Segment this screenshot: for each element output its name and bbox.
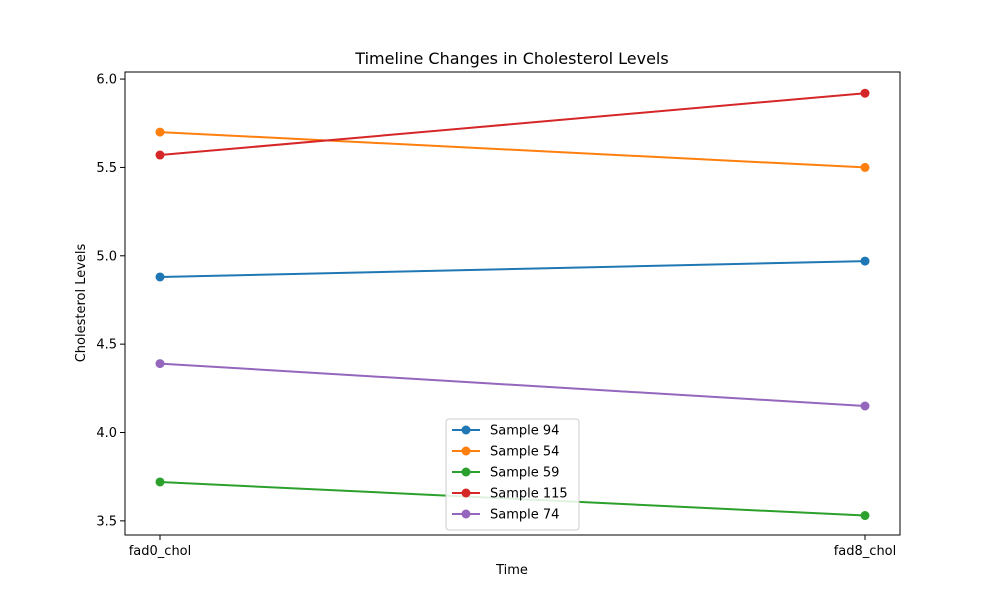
- y-tick-label: 6.0: [96, 73, 117, 88]
- legend-label: Sample 54: [490, 445, 559, 460]
- data-point: [860, 162, 870, 172]
- x-tick-label: fad8_chol: [834, 544, 897, 559]
- y-axis-label: Cholesterol Levels: [74, 243, 89, 362]
- chart-title: Timeline Changes in Cholesterol Levels: [354, 49, 668, 68]
- legend-item: Sample 115: [452, 487, 568, 502]
- y-axis: 3.5 4.0 4.5 5.0 5.5 6.0: [96, 73, 125, 529]
- legend-item: Sample 74: [452, 508, 559, 523]
- legend-item: Sample 59: [452, 466, 559, 481]
- legend-marker: [461, 446, 471, 456]
- y-tick-label: 5.0: [96, 249, 117, 264]
- data-point: [860, 511, 870, 521]
- series-line: [159, 131, 866, 169]
- legend-item: Sample 94: [452, 424, 559, 439]
- y-tick-label: 4.5: [96, 338, 117, 353]
- series-line: [159, 92, 866, 157]
- legend-marker: [461, 425, 471, 435]
- series-layer: [155, 88, 870, 521]
- legend-label: Sample 59: [490, 466, 559, 481]
- legend-marker: [461, 467, 471, 477]
- y-tick-label: 4.0: [96, 426, 117, 441]
- legend-label: Sample 74: [490, 508, 559, 523]
- legend-item: Sample 54: [452, 445, 559, 460]
- x-axis: fad0_chol fad8_chol: [129, 535, 897, 559]
- data-point: [860, 88, 870, 98]
- legend: Sample 94 Sample 54 Sample 59 Sample 115 Sam…: [445, 418, 580, 531]
- data-point: [155, 359, 165, 369]
- series-3: [155, 88, 870, 160]
- legend-label: Sample 115: [490, 487, 568, 502]
- legend-marker: [461, 509, 471, 519]
- data-point: [155, 127, 165, 137]
- legend-marker: [461, 488, 471, 498]
- data-point: [860, 401, 870, 411]
- legend-box: [445, 418, 580, 531]
- y-tick-label: 3.5: [96, 514, 117, 529]
- series-0: [155, 256, 870, 282]
- data-point: [155, 272, 165, 282]
- series-1: [155, 127, 870, 172]
- data-point: [155, 150, 165, 160]
- x-tick-label: fad0_chol: [129, 544, 192, 559]
- x-axis-label: Time: [495, 563, 528, 578]
- plot-area-frame: [124, 71, 901, 536]
- data-point: [860, 256, 870, 266]
- data-point: [155, 477, 165, 487]
- series-line: [159, 260, 866, 278]
- series-line: [159, 362, 866, 407]
- series-4: [155, 359, 870, 411]
- legend-label: Sample 94: [490, 424, 559, 439]
- y-tick-label: 5.5: [96, 161, 117, 176]
